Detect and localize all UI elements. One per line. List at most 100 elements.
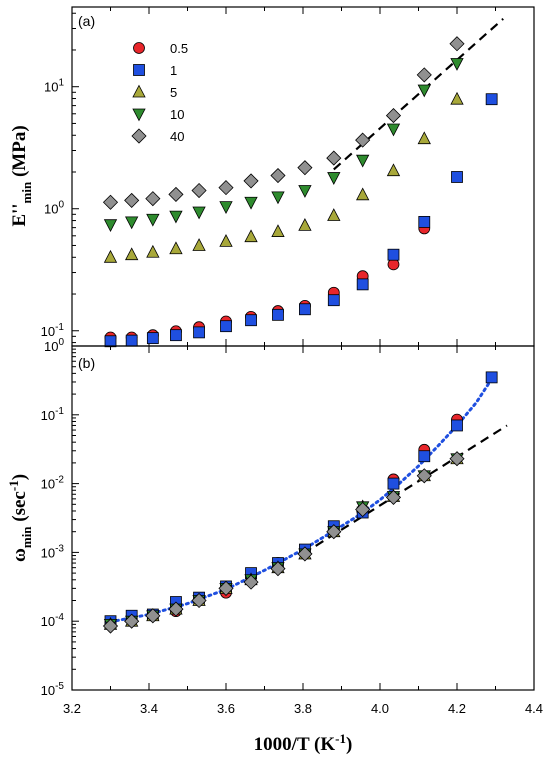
panel-b-frame <box>71 345 535 691</box>
panel-b-ylabel-sub: min <box>19 526 34 548</box>
x-tick-label: 4.0 <box>371 701 389 716</box>
y-tick-exp: -4 <box>55 612 64 623</box>
panel-b-y-axis-title: ωmin (sec-1) <box>6 474 34 562</box>
panel-b-ylabel-unit: (sec <box>9 491 30 526</box>
data-point <box>356 187 370 201</box>
y-tick-exp: 0 <box>58 337 64 348</box>
y-tick-exp: -3 <box>55 543 64 554</box>
fit-line-dashed <box>333 17 504 171</box>
data-point <box>124 192 140 208</box>
data-point <box>327 208 341 221</box>
data-point <box>125 334 138 347</box>
data-point <box>416 67 432 83</box>
data-point <box>103 249 118 263</box>
data-point <box>243 574 259 590</box>
panel-a-label: (a) <box>78 13 95 29</box>
legend-label: 10 <box>170 107 184 122</box>
data-point <box>244 196 258 210</box>
y-tick-label: 101 <box>44 78 64 95</box>
data-point <box>125 247 139 261</box>
data-point <box>146 332 159 345</box>
data-point <box>450 91 464 105</box>
data-point <box>219 234 233 247</box>
data-point <box>416 468 432 484</box>
panel-b-label: (b) <box>78 355 95 371</box>
data-point <box>145 191 161 207</box>
panel-a-y-axis-title: E''min (MPa) <box>9 125 34 226</box>
data-point <box>168 186 184 202</box>
data-point <box>104 335 117 348</box>
y-tick-label: 10-1 <box>41 406 65 423</box>
data-point <box>271 224 285 237</box>
data-point <box>192 238 206 251</box>
data-point <box>146 213 160 227</box>
panel-b-fit-lines <box>109 377 508 624</box>
x-axis-title: 1000/T (K-1) <box>254 731 353 755</box>
data-point <box>297 160 313 176</box>
x-axis-label-close: ) <box>346 734 352 755</box>
y-tick-base: 10 <box>44 202 58 217</box>
x-tick-label: 3.6 <box>217 701 235 716</box>
data-point <box>485 371 498 384</box>
y-tick-label: 10-4 <box>41 612 65 629</box>
series-s1 <box>104 93 498 348</box>
x-tick-label: 3.2 <box>63 701 81 716</box>
series-s5 <box>103 451 464 630</box>
series-s5 <box>103 91 464 263</box>
data-point <box>356 278 369 291</box>
data-point <box>102 194 119 210</box>
data-point <box>191 592 207 609</box>
data-point <box>145 608 161 624</box>
panel-a-ylabel-sub: min <box>19 181 34 203</box>
data-point <box>327 172 341 185</box>
series-s10 <box>103 453 464 632</box>
panel-a-markers <box>102 36 498 348</box>
data-point <box>298 218 312 231</box>
y-tick-exp: -2 <box>55 475 64 486</box>
data-point <box>193 326 205 339</box>
data-point <box>169 241 183 255</box>
x-tick-label: 3.8 <box>294 701 312 716</box>
x-tick-label: 4.2 <box>448 701 466 716</box>
data-point <box>385 108 402 124</box>
data-point <box>417 131 431 145</box>
legend-marker <box>133 64 145 76</box>
data-point <box>451 171 463 183</box>
legend-label: 1 <box>170 63 177 78</box>
data-point <box>299 303 311 316</box>
panel-a-ylabel-main: E'' <box>9 203 30 226</box>
y-tick-base: 10 <box>41 683 55 698</box>
x-axis: 3.2 3.4 3.6 3.8 4.0 4.2 4.4 <box>63 701 543 716</box>
series-s0_5 <box>104 413 463 629</box>
y-tick-exp: -1 <box>55 406 64 417</box>
data-point <box>270 561 286 577</box>
data-point <box>244 229 258 243</box>
series-s10 <box>103 58 464 233</box>
legend-label: 40 <box>170 129 184 144</box>
data-point <box>243 173 259 189</box>
panel-a-ylabel-unit: (MPa) <box>9 125 30 181</box>
y-tick-exp: -5 <box>55 681 64 692</box>
y-tick-base: 10 <box>41 614 55 629</box>
data-point <box>355 132 371 148</box>
y-tick-exp: 0 <box>58 200 64 211</box>
data-point <box>326 150 342 166</box>
series-s0_5 <box>104 222 431 344</box>
data-point <box>218 180 234 196</box>
data-point <box>355 501 371 518</box>
y-tick-base: 10 <box>41 408 55 423</box>
legend-label: 0.5 <box>170 41 188 56</box>
data-point <box>218 580 234 596</box>
data-point <box>219 201 233 215</box>
data-point <box>192 206 206 220</box>
series-s40 <box>102 36 465 210</box>
data-point <box>298 185 312 198</box>
data-point <box>451 419 463 432</box>
y-tick-label: 100 <box>44 337 64 354</box>
data-point <box>169 210 183 224</box>
x-axis-label: 1000/T (K <box>254 734 336 755</box>
data-point <box>386 123 401 137</box>
data-point <box>418 450 431 463</box>
data-point <box>387 477 400 490</box>
